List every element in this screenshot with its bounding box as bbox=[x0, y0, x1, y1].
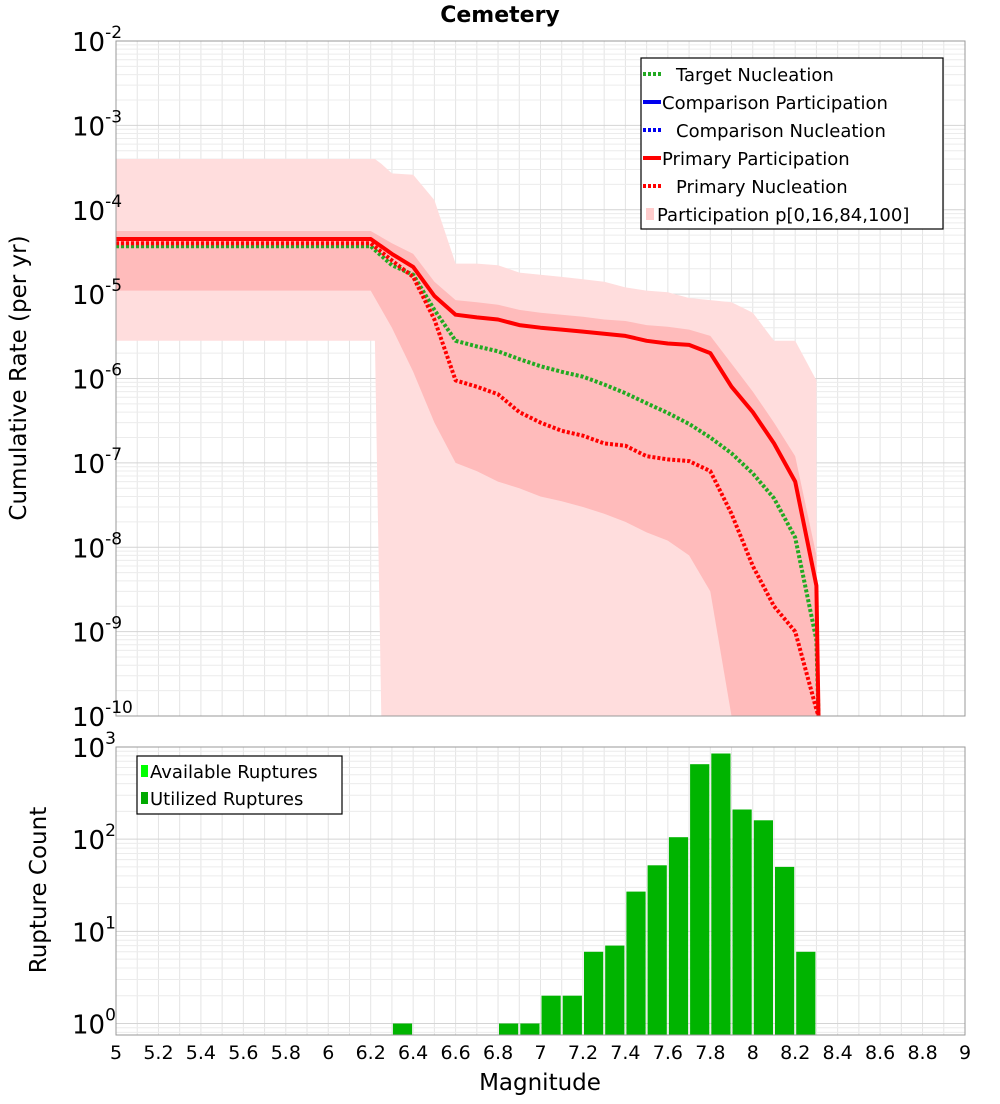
bottom-plot-content bbox=[392, 753, 816, 1035]
x-tick-label: 5.2 bbox=[143, 1042, 173, 1064]
legend-label: Utilized Ruptures bbox=[150, 789, 303, 810]
legend-swatch bbox=[646, 208, 654, 220]
x-axis-label: Magnitude bbox=[479, 1070, 601, 1096]
bar bbox=[520, 1023, 540, 1035]
bar bbox=[605, 945, 625, 1035]
y-tick-label-count: 100 bbox=[72, 1005, 116, 1040]
band-p16-84 bbox=[116, 231, 817, 716]
legend-count-box bbox=[136, 755, 343, 815]
legend-label: Primary Participation bbox=[662, 149, 850, 170]
x-tick-label: 6.6 bbox=[440, 1042, 470, 1064]
x-tick-label: 5.4 bbox=[186, 1042, 216, 1064]
bar bbox=[499, 1023, 519, 1035]
legend-label: Comparison Nucleation bbox=[676, 121, 886, 142]
x-tick-label: 7.6 bbox=[653, 1042, 683, 1064]
x-tick-label: 8 bbox=[747, 1042, 759, 1064]
x-tick-label: 6.8 bbox=[483, 1042, 513, 1064]
x-tick-label: 8.4 bbox=[823, 1042, 853, 1064]
x-tick-label: 5 bbox=[110, 1042, 122, 1064]
y-tick-label-rate: 10-8 bbox=[72, 529, 122, 564]
y-tick-label-count: 101 bbox=[72, 913, 116, 948]
legend-swatch bbox=[141, 765, 148, 777]
bar bbox=[711, 753, 731, 1035]
bottom-plot-border bbox=[115, 746, 966, 1036]
x-tick-label: 7.8 bbox=[695, 1042, 725, 1064]
legend-rate-box bbox=[640, 57, 944, 230]
y-tick-label-rate: 10-7 bbox=[72, 445, 122, 480]
top-plot-content bbox=[116, 159, 821, 716]
x-tick-label: 5.8 bbox=[271, 1042, 301, 1064]
primary-nucleation-line bbox=[116, 241, 821, 716]
bar bbox=[668, 837, 689, 1035]
y-tick-label-rate: 10-6 bbox=[72, 361, 122, 396]
bar bbox=[541, 995, 561, 1035]
x-tick-label: 8.2 bbox=[780, 1042, 810, 1064]
y-axis-label-count: Rupture Count bbox=[26, 807, 52, 973]
y-tick-label-rate: 10-4 bbox=[72, 192, 122, 227]
x-tick-label: 5.6 bbox=[228, 1042, 258, 1064]
legend-label: Participation p[0,16,84,100] bbox=[657, 205, 909, 226]
x-tick-label: 7.2 bbox=[568, 1042, 598, 1064]
chart-title: Cemetery bbox=[440, 3, 560, 28]
x-tick-label: 6.2 bbox=[356, 1042, 386, 1064]
bar bbox=[626, 891, 646, 1035]
bar bbox=[562, 995, 582, 1035]
bar bbox=[392, 1023, 413, 1035]
primary-participation-line bbox=[116, 237, 821, 716]
bar bbox=[775, 866, 795, 1035]
x-tick-label: 6 bbox=[322, 1042, 334, 1064]
legend-label: Available Ruptures bbox=[150, 762, 318, 783]
x-tick-label: 9 bbox=[959, 1042, 971, 1064]
y-tick-label-count: 102 bbox=[72, 821, 116, 856]
y-tick-label-rate: 10-9 bbox=[72, 614, 122, 649]
x-tick-label: 8.8 bbox=[907, 1042, 937, 1064]
bar bbox=[732, 809, 752, 1035]
bar bbox=[753, 820, 773, 1035]
legend-label: Target Nucleation bbox=[675, 65, 834, 86]
bar bbox=[690, 764, 710, 1035]
y-tick-label-rate: 10-10 bbox=[72, 698, 133, 733]
y-tick-label-count: 103 bbox=[72, 729, 116, 764]
y-tick-label-rate: 10-2 bbox=[72, 23, 122, 58]
bar bbox=[796, 951, 816, 1035]
x-tick-label: 7.4 bbox=[610, 1042, 640, 1064]
target-nucleation-line bbox=[116, 244, 821, 716]
legend-label: Primary Nucleation bbox=[676, 177, 848, 198]
bar bbox=[647, 865, 667, 1035]
x-tick-label: 6.4 bbox=[398, 1042, 428, 1064]
legend-swatch bbox=[141, 792, 148, 804]
y-axis-label-rate: Cumulative Rate (per yr) bbox=[6, 235, 32, 520]
x-tick-label: 8.6 bbox=[865, 1042, 895, 1064]
bar bbox=[584, 951, 604, 1035]
y-tick-label-rate: 10-5 bbox=[72, 276, 122, 311]
legend-label: Comparison Participation bbox=[662, 93, 888, 114]
x-tick-label: 7 bbox=[534, 1042, 546, 1064]
legend-rate: Target Nucleation Comparison Participatio… bbox=[640, 57, 944, 230]
legend-count: Available Ruptures Utilized Ruptures bbox=[136, 755, 343, 815]
y-tick-label-rate: 10-3 bbox=[72, 107, 122, 142]
top-plot-border bbox=[115, 40, 966, 717]
